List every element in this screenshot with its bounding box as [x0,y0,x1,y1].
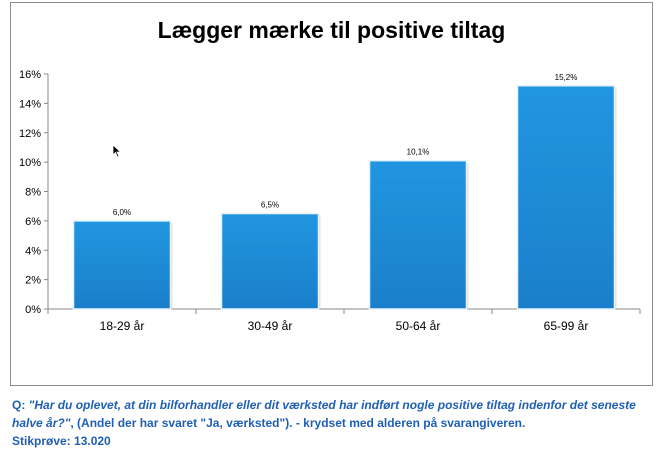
y-tick-label: 6% [25,216,41,228]
data-label: 6,5% [261,201,279,210]
y-tick-label: 0% [25,304,41,316]
chart-title: Lægger mærke til positive tiltag [157,17,506,43]
data-label: 15,2% [555,73,578,82]
y-tick-label: 4% [25,245,41,257]
bar-chart: 0% 2% 4% 6% 8% 10% 12% 14% 16% 6,0% 18-29 år 6,5% 30… [19,69,641,333]
data-label: 6,0% [113,208,131,217]
x-tick-label: 50-64 år [396,319,441,333]
sample-size: Stikprøve: 13.020 [12,434,111,448]
y-tick-label: 8% [25,187,41,199]
y-tick-label: 16% [19,69,41,81]
question-prefix: Q: [12,398,29,412]
x-tick-label: 18-29 år [100,319,145,333]
chart-container: Lægger mærke til positive tiltag 0% 2% 4% 6… [10,2,653,386]
x-tick-label: 65-99 år [544,319,589,333]
bar [72,220,172,310]
answer-note: , (Andel der har svaret "Ja, værksted").… [70,416,526,430]
question-caption: Q: "Har du oplevet, at din bilforhandler… [12,396,652,450]
bar [220,212,320,310]
data-label: 10,1% [407,148,430,157]
y-tick-label: 2% [25,275,41,287]
mouse-cursor-icon [112,144,122,158]
bar [368,159,468,310]
y-tick-label: 12% [19,128,41,140]
question-text: "Har du oplevet, at din bilforhandler el… [12,398,636,430]
x-tick-label: 30-49 år [248,319,293,333]
y-tick-label: 14% [19,98,41,110]
bar [516,85,616,310]
y-tick-label: 10% [19,157,41,169]
